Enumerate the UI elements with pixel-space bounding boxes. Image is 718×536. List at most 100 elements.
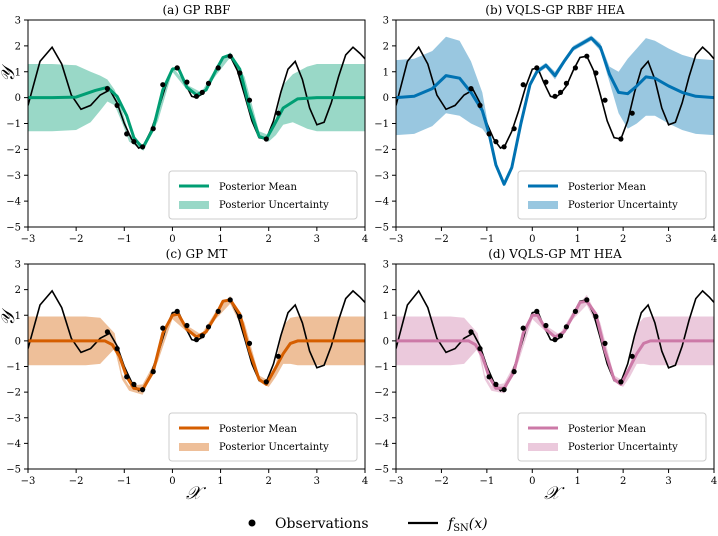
x-tick-label: 0 bbox=[529, 476, 535, 487]
plot-area bbox=[396, 35, 714, 186]
observation-point bbox=[572, 308, 579, 314]
observation-point bbox=[563, 80, 570, 86]
y-tick-label: 3 bbox=[15, 260, 21, 271]
observation-point bbox=[468, 86, 474, 92]
legend-box bbox=[168, 170, 358, 220]
y-tick-label: −2 bbox=[374, 145, 389, 156]
x-tick-label: −1 bbox=[479, 234, 494, 245]
observation-point bbox=[486, 131, 492, 137]
observation-point bbox=[199, 333, 205, 339]
y-tick-label: 3 bbox=[15, 16, 21, 27]
x-tick-label: 1 bbox=[217, 234, 223, 245]
y-tick-label: −1 bbox=[6, 119, 21, 130]
observation-point bbox=[246, 97, 253, 103]
x-tick-label: 4 bbox=[362, 234, 368, 245]
x-tick-label: −1 bbox=[117, 234, 132, 245]
observation-point bbox=[572, 65, 579, 71]
observation-point bbox=[557, 333, 564, 339]
y-tick-label: −5 bbox=[6, 465, 21, 476]
y-tick-label: 0 bbox=[383, 93, 389, 104]
observation-point bbox=[263, 379, 269, 385]
legend-mean-label: Posterior Mean bbox=[219, 182, 297, 193]
x-tick-label: 4 bbox=[711, 476, 717, 487]
truth-legend-arg: (x) bbox=[469, 516, 488, 532]
x-tick-label: 0 bbox=[529, 234, 535, 245]
y-tick-label: −2 bbox=[374, 388, 389, 399]
x-tick-label: 3 bbox=[665, 234, 671, 245]
legend-box bbox=[517, 412, 707, 462]
x-tick-label: 2 bbox=[266, 234, 272, 245]
x-tick-label: 2 bbox=[620, 234, 626, 245]
observation-point bbox=[534, 65, 540, 71]
observation-point bbox=[629, 353, 635, 359]
observation-point bbox=[124, 374, 130, 380]
x-tick-label: 3 bbox=[314, 476, 320, 487]
observation-point bbox=[237, 70, 243, 76]
observation-point bbox=[150, 369, 156, 375]
y-tick-label: −2 bbox=[6, 388, 21, 399]
y-tick-label: 1 bbox=[15, 311, 21, 322]
truth-function-line bbox=[396, 45, 714, 150]
legend-mean-label: Posterior Mean bbox=[568, 424, 646, 435]
observation-point bbox=[160, 325, 166, 331]
observation-point bbox=[543, 322, 549, 329]
observation-point bbox=[552, 337, 558, 343]
observation-point bbox=[263, 136, 269, 142]
y-tick-label: −4 bbox=[374, 197, 389, 208]
uncertainty-band bbox=[396, 294, 714, 394]
x-tick-label: −2 bbox=[434, 234, 449, 245]
x-tick-label: −3 bbox=[21, 476, 36, 487]
y-tick-label: 1 bbox=[383, 67, 389, 78]
y-tick-label: 0 bbox=[15, 336, 21, 347]
legend-uncertainty-label: Posterior Uncertainty bbox=[568, 442, 678, 453]
legend-uncertainty-swatch bbox=[528, 443, 558, 451]
observation-point bbox=[199, 89, 205, 95]
panel-title: (a) GP RBF bbox=[163, 3, 231, 17]
x-tick-label: −1 bbox=[479, 476, 494, 487]
observation-point bbox=[114, 102, 120, 108]
y-tick-label: −1 bbox=[6, 362, 21, 373]
observation-point bbox=[618, 379, 624, 385]
y-tick-label: −3 bbox=[374, 171, 389, 182]
x-axis-label: 𝒳 bbox=[186, 483, 207, 504]
x-tick-label: 1 bbox=[217, 476, 223, 487]
legend-uncertainty-label: Posterior Uncertainty bbox=[219, 200, 329, 211]
observation-point bbox=[246, 340, 253, 346]
y-tick-label: −3 bbox=[6, 171, 21, 182]
observation-point bbox=[557, 89, 564, 95]
panel-legend: Posterior Mean Posterior Uncertainty bbox=[517, 412, 707, 462]
x-tick-label: −2 bbox=[69, 234, 84, 245]
legend-uncertainty-swatch bbox=[179, 443, 209, 451]
y-tick-label: −3 bbox=[6, 413, 21, 424]
y-tick-label: 3 bbox=[383, 260, 389, 271]
panel-legend: Posterior Mean Posterior Uncertainty bbox=[168, 170, 358, 220]
figure-legend: Observations fSN(x) bbox=[248, 516, 488, 534]
observation-point bbox=[477, 346, 483, 352]
observation-point bbox=[227, 53, 233, 59]
observation-point bbox=[184, 79, 190, 85]
y-tick-label: −3 bbox=[374, 413, 389, 424]
observation-point bbox=[104, 86, 110, 92]
panel-legend: Posterior Mean Posterior Uncertainty bbox=[517, 170, 707, 220]
y-tick-label: 1 bbox=[15, 67, 21, 78]
legend-uncertainty-label: Posterior Uncertainty bbox=[568, 200, 678, 211]
observation-point bbox=[629, 110, 635, 116]
truth-legend-sub: SN bbox=[453, 523, 469, 534]
y-tick-label: 1 bbox=[383, 311, 389, 322]
x-tick-label: 1 bbox=[575, 234, 581, 245]
y-tick-label: −5 bbox=[374, 465, 389, 476]
observation-point bbox=[486, 374, 492, 380]
legend-mean-label: Posterior Mean bbox=[568, 182, 646, 193]
x-tick-label: 1 bbox=[575, 476, 581, 487]
y-tick-label: −4 bbox=[6, 439, 21, 450]
observation-point bbox=[205, 80, 212, 86]
observation-point bbox=[593, 313, 599, 320]
observation-point bbox=[602, 340, 608, 346]
observation-point bbox=[104, 329, 110, 335]
y-tick-label: 2 bbox=[383, 285, 389, 296]
legend-uncertainty-swatch bbox=[179, 201, 209, 209]
observation-point bbox=[477, 102, 483, 108]
